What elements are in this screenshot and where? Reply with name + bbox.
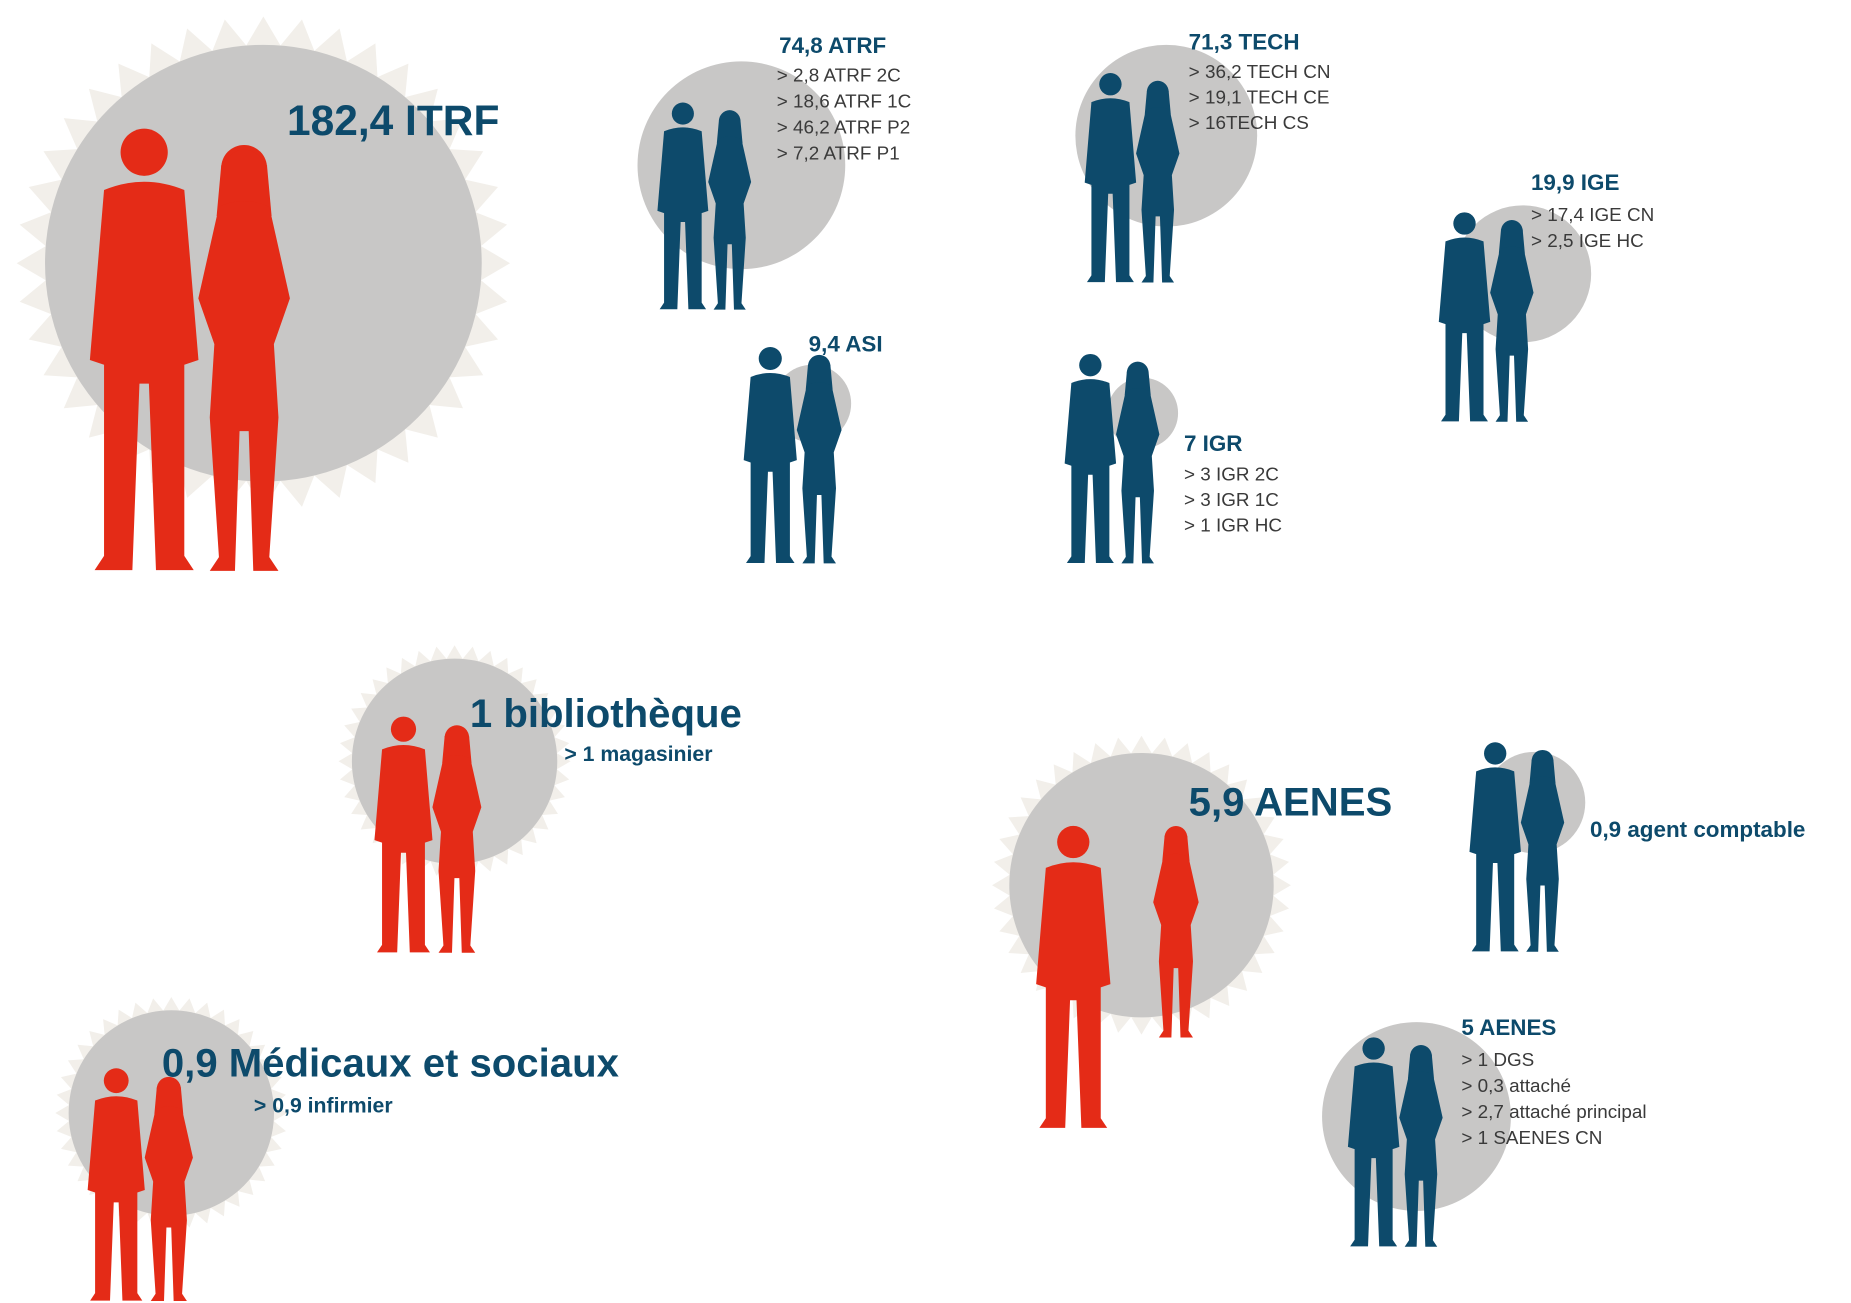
- group-title: 0,9 agent comptable: [1590, 817, 1805, 842]
- group-item: > 1 SAENES CN: [1461, 1128, 1602, 1149]
- group-item: > 2,7 attaché principal: [1461, 1102, 1646, 1123]
- group: 5 AENES > 1 DGS > 0,3 attaché > 2,7 attaché…: [1322, 1015, 1647, 1247]
- group-title: 0,9 Médicaux et sociaux: [162, 1040, 620, 1085]
- man: [1036, 825, 1111, 1128]
- group-title: 5,9 AENES: [1189, 780, 1393, 825]
- group-title: 5 AENES: [1461, 1015, 1556, 1040]
- group-item: > 3 IGR 1C: [1184, 490, 1279, 511]
- group: 0,9 agent comptable: [1469, 742, 1805, 952]
- man: [657, 102, 709, 310]
- man: [1438, 212, 1491, 422]
- man: [1347, 1037, 1400, 1247]
- group-item: > 1 IGR HC: [1184, 515, 1282, 536]
- group: 182,4 ITRF: [16, 16, 511, 571]
- group: 1 bibliothèque > 1 magasinier: [338, 645, 742, 953]
- group-item: > 3 IGR 2C: [1184, 465, 1279, 486]
- group: 71,3 TECH > 36,2 TECH CN > 19,1 TECH CE > 1…: [1075, 30, 1330, 283]
- group-item: > 2,5 IGE HC: [1531, 231, 1644, 252]
- group-item: > 1 magasinier: [564, 742, 712, 766]
- group-item: > 0,3 attaché: [1461, 1076, 1571, 1097]
- man: [87, 1068, 145, 1301]
- group-title: 1 bibliothèque: [470, 691, 742, 736]
- group-item: > 1 DGS: [1461, 1050, 1534, 1071]
- group: 9,4 ASI: [743, 332, 883, 564]
- group: 5,9 AENES: [992, 735, 1393, 1128]
- man: [1469, 742, 1521, 952]
- group: 7 IGR > 3 IGR 2C > 3 IGR 1C > 1 IGR HC: [1064, 353, 1282, 564]
- group-item: > 17,4 IGE CN: [1531, 205, 1654, 226]
- man: [374, 716, 433, 953]
- man: [89, 128, 199, 571]
- group-title: 7 IGR: [1184, 431, 1243, 456]
- group-title: 19,9 IGE: [1531, 170, 1619, 195]
- group-item: > 19,1 TECH CE: [1189, 88, 1330, 109]
- group-item: > 46,2 ATRF P2: [777, 118, 910, 139]
- group-item: > 18,6 ATRF 1C: [777, 92, 911, 113]
- group-title: 9,4 ASI: [809, 332, 883, 357]
- man: [1064, 353, 1117, 564]
- group-item: > 36,2 TECH CN: [1189, 62, 1331, 83]
- group-item: > 0,9 infirmier: [254, 1094, 393, 1118]
- group-item: > 16TECH CS: [1189, 113, 1309, 134]
- group-title: 74,8 ATRF: [779, 33, 886, 58]
- group: 74,8 ATRF > 2,8 ATRF 2C > 18,6 ATRF 1C > 46…: [637, 33, 911, 310]
- man: [743, 346, 797, 564]
- group-item: > 7,2 ATRF P1: [777, 144, 900, 165]
- group-item: > 2,8 ATRF 2C: [777, 66, 901, 87]
- group-title: 71,3 TECH: [1189, 30, 1300, 55]
- man: [1084, 73, 1137, 283]
- group-title: 182,4 ITRF: [287, 98, 499, 145]
- group: 19,9 IGE > 17,4 IGE CN > 2,5 IGE HC: [1438, 170, 1654, 422]
- group: 0,9 Médicaux et sociaux > 0,9 infirmier: [55, 996, 620, 1301]
